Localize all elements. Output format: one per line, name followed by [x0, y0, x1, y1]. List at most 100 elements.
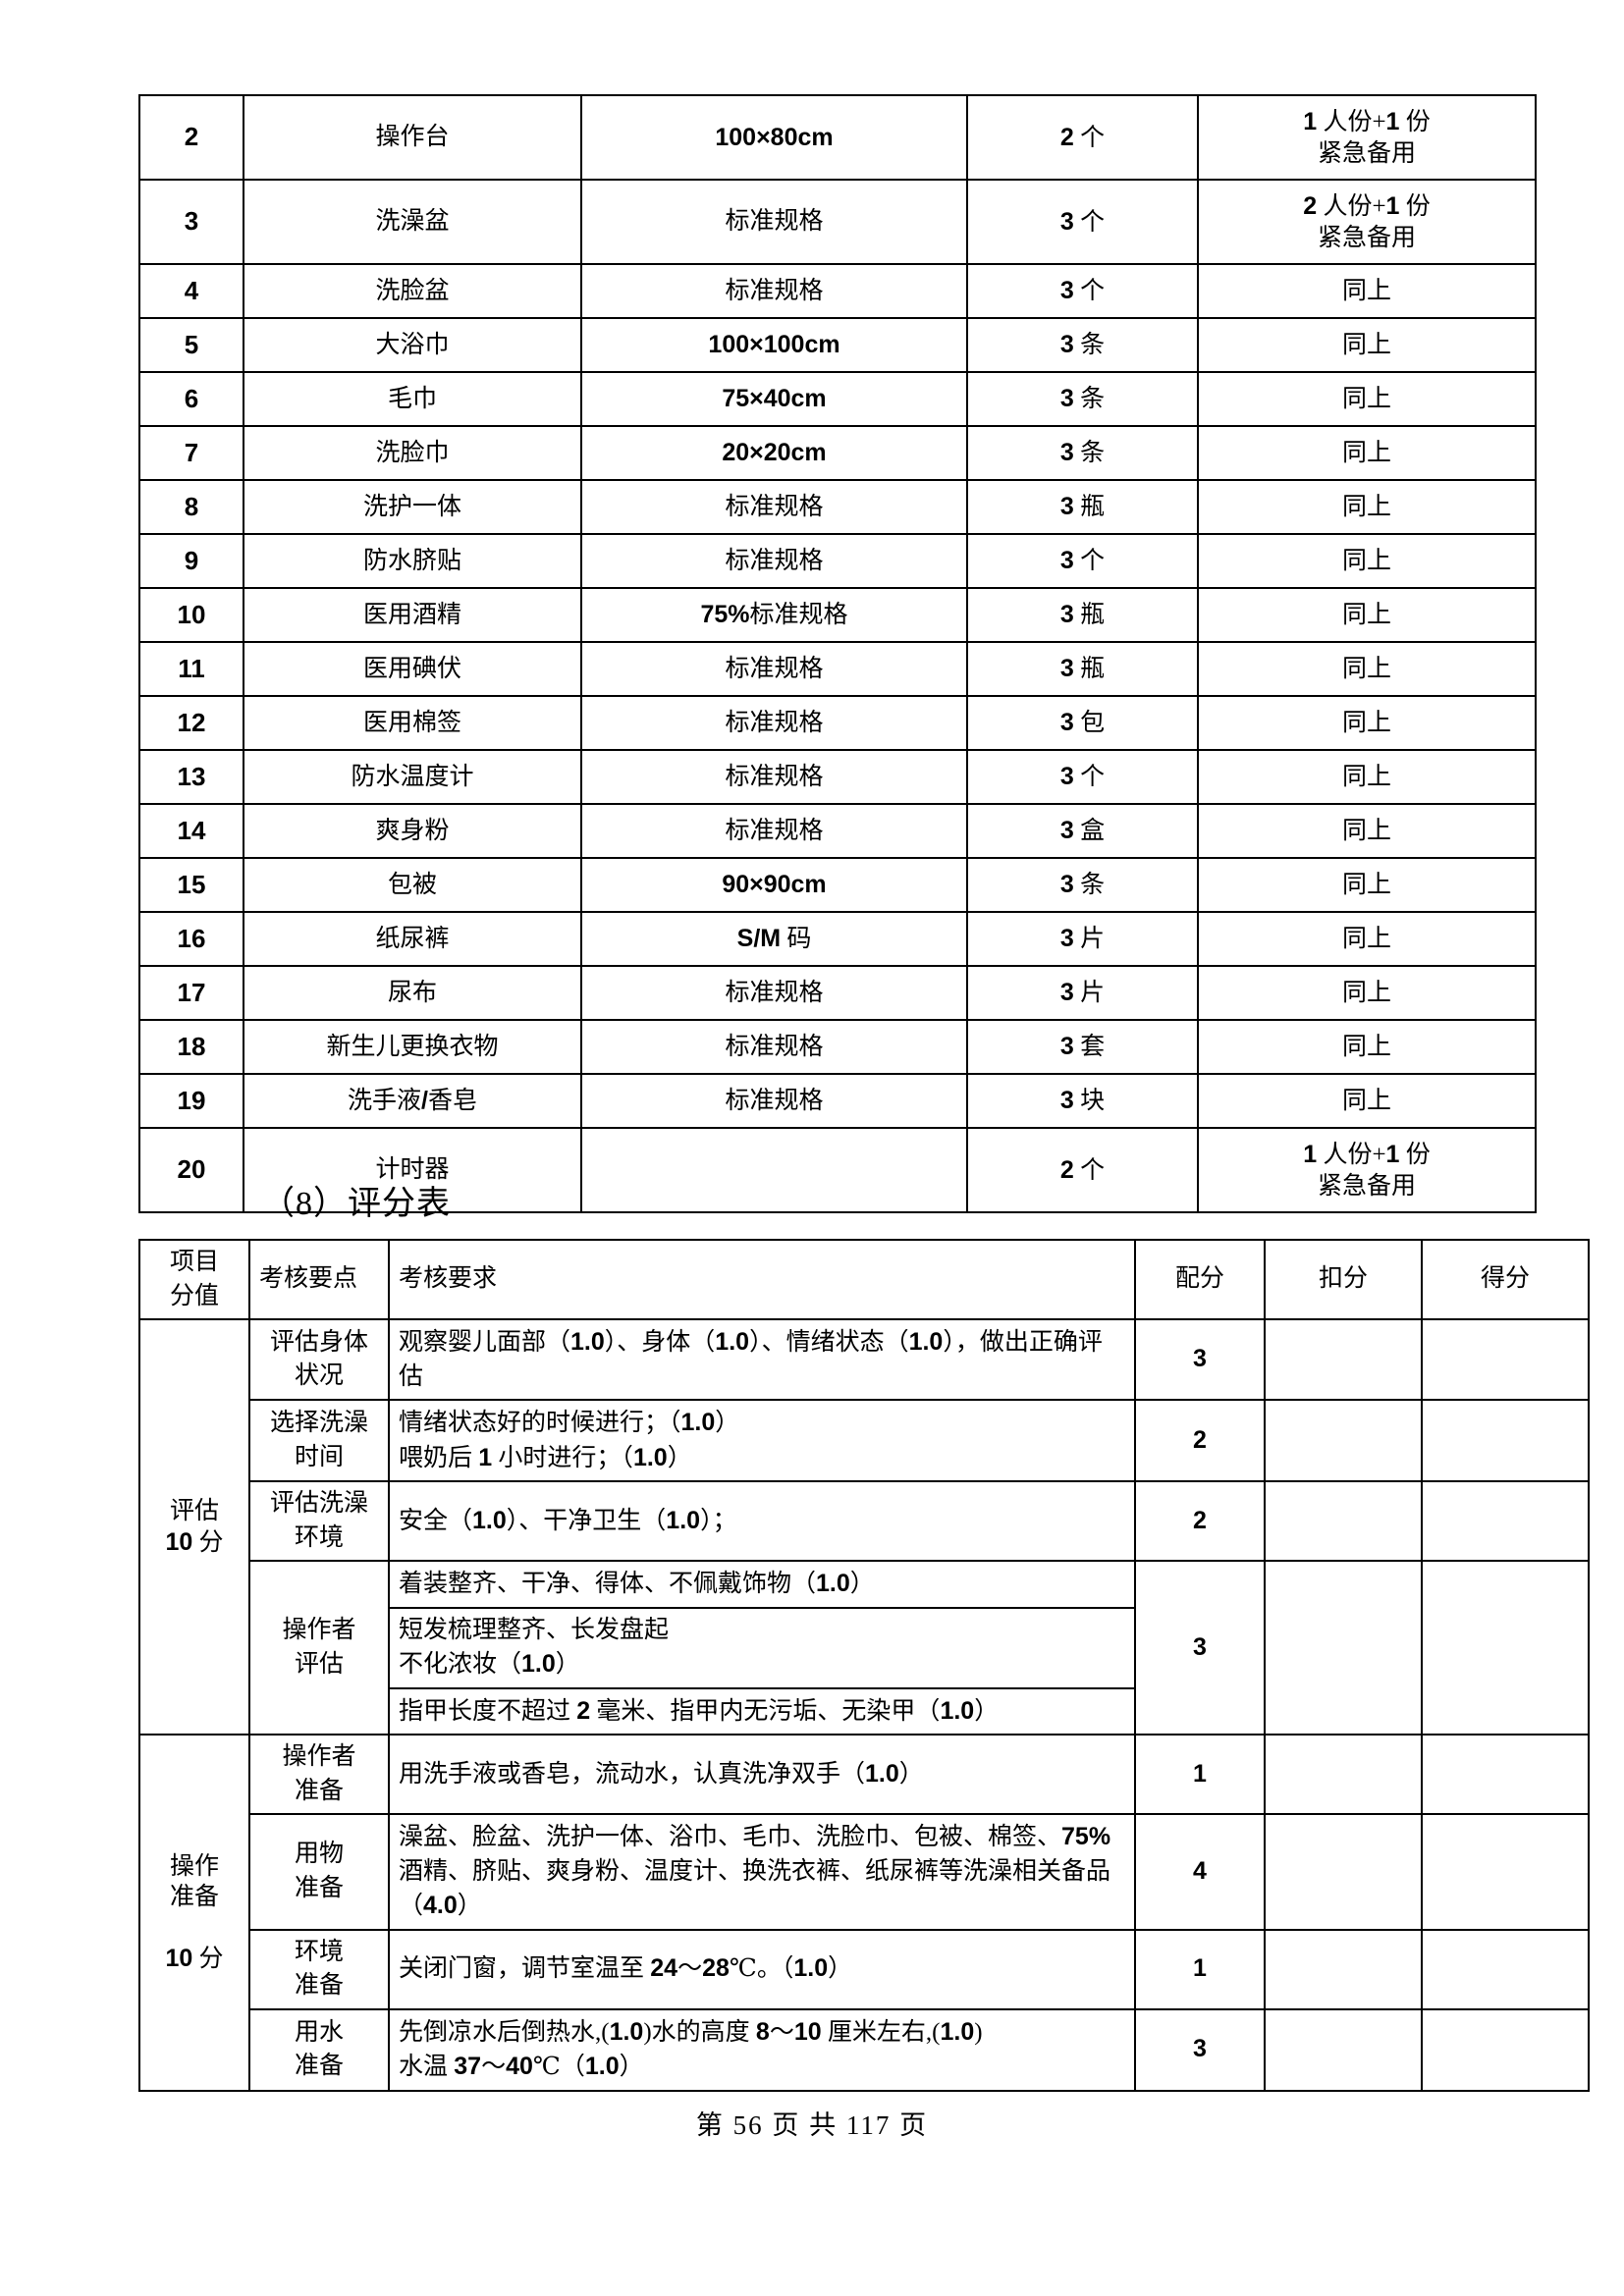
table-row: 评估洗澡 环境 安全（1.0）、干净卫生（1.0）； 2	[139, 1480, 1590, 1562]
obtained-points-cell[interactable]	[1421, 1813, 1590, 1931]
obtained-points-cell[interactable]	[1421, 1560, 1590, 1735]
obtained-points-cell[interactable]	[1421, 1399, 1590, 1482]
equipment-quantity: 3 盒	[966, 803, 1199, 859]
table-row: 4 洗脸盆 标准规格 3 个同上	[138, 263, 1537, 319]
allocated-points: 4	[1134, 1813, 1266, 1931]
table-row: 10 医用酒精 75%标准规格 3 瓶同上	[138, 587, 1537, 643]
equipment-quantity: 3 包	[966, 695, 1199, 751]
assessment-requirement: 澡盆、脸盆、洗护一体、浴巾、毛巾、洗脸巾、包被、棉签、75%酒精、脐贴、爽身粉、…	[388, 1813, 1136, 1931]
equipment-name: 爽身粉	[243, 803, 582, 859]
equipment-remark: 1 人份+1 份紧急备用	[1197, 1127, 1537, 1213]
deducted-points-cell[interactable]	[1264, 1480, 1423, 1562]
equipment-remark: 同上	[1197, 1073, 1537, 1129]
obtained-points-cell[interactable]	[1421, 1928, 1590, 2010]
table-row: 18 新生儿更换衣物 标准规格 3 套同上	[138, 1019, 1537, 1075]
equipment-name: 防水温度计	[243, 749, 582, 805]
table-row: 5 大浴巾 100×100cm 3 条同上	[138, 317, 1537, 373]
allocated-points: 1	[1134, 1928, 1266, 2010]
table-row: 评估 10 分评估身体 状况 观察婴儿面部（1.0）、身体（1.0）、情绪状态（1.0…	[138, 1318, 1590, 1735]
equipment-quantity: 3 条	[966, 425, 1199, 481]
deducted-points-cell[interactable]	[1264, 1813, 1423, 1931]
deducted-points-cell[interactable]	[1264, 1399, 1423, 1482]
equipment-row-number: 3	[138, 179, 244, 265]
assessment-point: 选择洗澡 时间	[248, 1399, 390, 1482]
assessment-point: 操作者 评估	[248, 1560, 390, 1735]
equipment-remark: 同上	[1197, 695, 1537, 751]
table-row: 15 包被 90×90cm 3 条同上	[138, 857, 1537, 913]
equipment-quantity: 3 条	[966, 371, 1199, 427]
equipment-row-number: 9	[138, 533, 244, 589]
equipment-row-number: 15	[138, 857, 244, 913]
table-row: 9 防水脐贴 标准规格 3 个同上	[138, 533, 1537, 589]
assessment-requirement: 先倒凉水后倒热水,(1.0)水的高度 8～10 厘米左右,(1.0) 水温 37～…	[388, 2007, 1136, 2092]
equipment-remark: 同上	[1197, 425, 1537, 481]
deducted-points-cell[interactable]	[1264, 1318, 1423, 1401]
page-footer: 第 56 页 共 117 页	[0, 2104, 1624, 2142]
equipment-spec: 标准规格	[580, 965, 968, 1021]
table-row: 用物 准备 澡盆、脸盆、洗护一体、浴巾、毛巾、洗脸巾、包被、棉签、75%酒精、脐贴、…	[139, 1813, 1590, 1931]
deducted-points-cell[interactable]	[1264, 2007, 1423, 2092]
page-number-text: 第 56 页 共 117 页	[695, 2110, 929, 2140]
equipment-quantity: 3 套	[966, 1019, 1199, 1075]
section-title: （8）评分表	[261, 1186, 451, 1222]
equipment-row-number: 10	[138, 587, 244, 643]
equipment-row-number: 18	[138, 1019, 244, 1075]
equipment-remark: 同上	[1197, 857, 1537, 913]
equipment-spec: 标准规格	[580, 803, 968, 859]
equipment-remark: 同上	[1197, 749, 1537, 805]
assessment-requirement: 情绪状态好的时候进行；（1.0） 喂奶后 1 小时进行；（1.0）	[388, 1399, 1136, 1482]
score-group-label: 评估 10 分	[138, 1318, 250, 1735]
equipment-row-number: 6	[138, 371, 244, 427]
equipment-spec: 标准规格	[580, 1073, 968, 1129]
deducted-points-cell[interactable]	[1264, 1560, 1423, 1735]
equipment-row-number: 14	[138, 803, 244, 859]
score-group-label: 操作 准备 10 分	[138, 1734, 250, 2092]
assessment-point: 用物 准备	[248, 1813, 390, 1931]
equipment-quantity: 3 条	[966, 317, 1199, 373]
deducted-points-cell[interactable]	[1264, 1734, 1423, 1815]
deducted-points-cell[interactable]	[1264, 1928, 1423, 2010]
assessment-point: 用水 准备	[248, 2007, 390, 2092]
equipment-quantity: 3 个	[966, 749, 1199, 805]
equipment-spec: 标准规格	[580, 1019, 968, 1075]
equipment-remark: 同上	[1197, 587, 1537, 643]
allocated-points: 3	[1134, 2007, 1266, 2092]
header-assessment-point: 考核要点	[248, 1239, 390, 1320]
equipment-name: 洗手液/香皂	[243, 1073, 582, 1129]
equipment-spec: 90×90cm	[580, 857, 968, 913]
equipment-spec: 标准规格	[580, 749, 968, 805]
equipment-spec: 标准规格	[580, 479, 968, 535]
header-allocated-points: 配分	[1134, 1239, 1266, 1320]
equipment-spec: 75%标准规格	[580, 587, 968, 643]
equipment-spec: 75×40cm	[580, 371, 968, 427]
table-row: 19 洗手液/香皂 标准规格 3 块同上	[138, 1073, 1537, 1129]
table-row: 用水 准备 先倒凉水后倒热水,(1.0)水的高度 8～10 厘米左右,(1.0) 水温…	[139, 2007, 1590, 2092]
equipment-row-number: 12	[138, 695, 244, 751]
equipment-quantity: 3 瓶	[966, 479, 1199, 535]
obtained-points-cell[interactable]	[1421, 1318, 1590, 1401]
allocated-points: 1	[1134, 1734, 1266, 1815]
assessment-requirement: 安全（1.0）、干净卫生（1.0）；	[388, 1480, 1136, 1562]
equipment-row-number: 2	[138, 94, 244, 181]
equipment-quantity: 3 瓶	[966, 641, 1199, 697]
assessment-point: 环境 准备	[248, 1928, 390, 2010]
header-assessment-requirement: 考核要求	[388, 1239, 1136, 1320]
obtained-points-cell[interactable]	[1421, 1480, 1590, 1562]
equipment-quantity: 3 个	[966, 179, 1199, 265]
equipment-spec: 标准规格	[580, 533, 968, 589]
obtained-points-cell[interactable]	[1421, 2007, 1590, 2092]
obtained-points-cell[interactable]	[1421, 1734, 1590, 1815]
table-row: 环境 准备 关闭门窗，调节室温至 24～28℃。（1.0） 1	[139, 1928, 1590, 2010]
equipment-name: 洗护一体	[243, 479, 582, 535]
equipment-name: 尿布	[243, 965, 582, 1021]
equipment-remark: 同上	[1197, 965, 1537, 1021]
equipment-remark: 同上	[1197, 641, 1537, 697]
equipment-name: 医用酒精	[243, 587, 582, 643]
equipment-name: 洗脸盆	[243, 263, 582, 319]
allocated-points: 3	[1134, 1318, 1266, 1401]
equipment-remark: 同上	[1197, 317, 1537, 373]
